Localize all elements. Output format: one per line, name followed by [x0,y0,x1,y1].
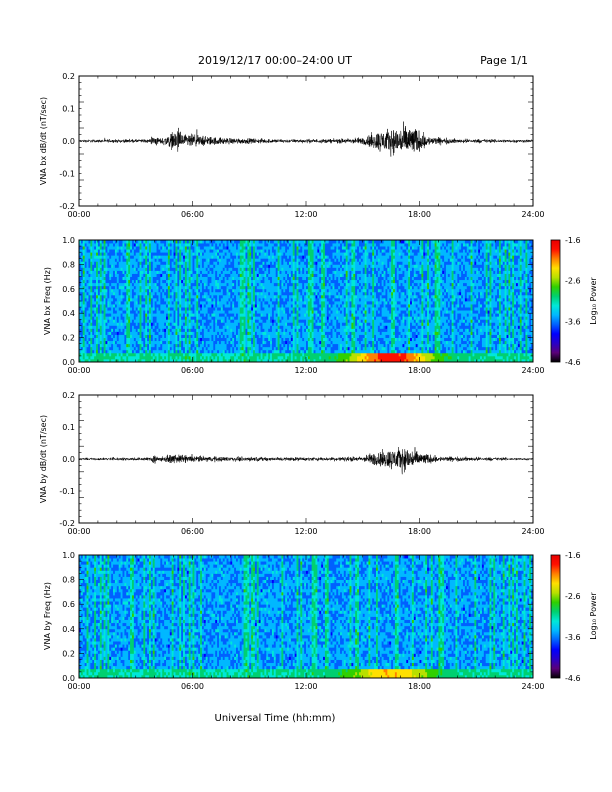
spectrogram-cells [79,240,533,362]
bx-dbdt-trace [79,122,533,157]
x-tick-label: 18:00 [408,210,431,219]
figure: 2019/12/17 00:00–24:00 UT Page 1/1 0.2 0… [0,0,612,792]
x-tick-labels: 00:00 06:00 12:00 18:00 24:00 [67,210,544,219]
y-tick-labels: 0.2 0.1 0.0 -0.1 -0.2 [59,72,75,211]
y-tick-label: 0.1 [62,105,75,114]
page-title: 2019/12/17 00:00–24:00 UT [198,54,352,67]
x-tick-label: 12:00 [294,210,317,219]
page-number: Page 1/1 [480,54,528,67]
x-tick-label: 24:00 [521,210,544,219]
x-tick-label: 00:00 [67,210,90,219]
panel-bx-dbdt: 0.2 0.1 0.0 -0.1 -0.2 00:00 06:00 12:00 … [39,72,545,219]
y-tick-label: 0.2 [62,72,75,81]
x-tick-label: 06:00 [181,210,204,219]
y-tick-label: 0.0 [62,137,75,146]
y-tick-label: -0.1 [59,170,75,179]
y-axis-label: VNA bx dB/dt (nT/sec) [39,97,48,185]
panel-bx-spectrogram: 1.0 0.8 0.6 0.4 0.2 0.0 00:00 06:00 12:0… [43,236,598,375]
